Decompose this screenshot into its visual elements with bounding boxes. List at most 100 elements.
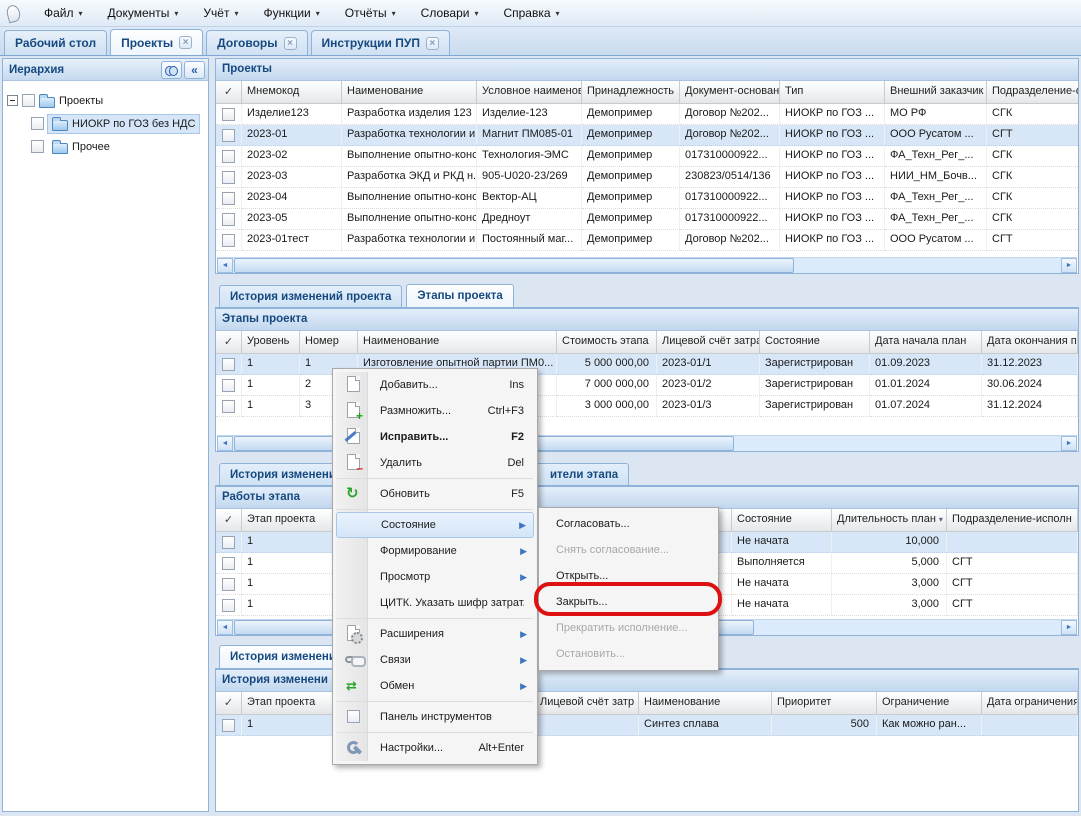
table-cell[interactable]: 1	[242, 354, 300, 375]
table-cell[interactable]: Изделие123	[242, 104, 342, 125]
table-cell[interactable]: СГТ	[947, 574, 1078, 595]
scroll-right-icon[interactable]: ►	[1061, 436, 1077, 451]
column-header[interactable]: ✓	[216, 81, 242, 103]
row-checkbox[interactable]	[222, 718, 235, 732]
table-cell[interactable]: 2023-01/2	[657, 375, 760, 396]
table-cell[interactable]: Разработка изделия 123	[342, 104, 477, 125]
scrollbar-thumb[interactable]	[234, 258, 794, 273]
table-cell[interactable]: 1	[242, 396, 300, 417]
column-header[interactable]: ✓	[216, 692, 242, 714]
table-cell[interactable]: Зарегистрирован	[760, 396, 870, 417]
table-cell[interactable]: НИОКР по ГОЗ ...	[780, 188, 885, 209]
menubar-item-dictionaries[interactable]: Словари ▾	[412, 3, 488, 23]
menu-item[interactable]: ↻ Обновить F5	[336, 481, 534, 507]
close-icon[interactable]: ×	[179, 36, 193, 49]
table-cell[interactable]: 3,000	[832, 595, 947, 616]
table-cell[interactable]: Не начата	[732, 532, 832, 553]
table-cell[interactable]: СГК	[987, 167, 1078, 188]
table-cell[interactable]: 2023-04	[242, 188, 342, 209]
row-checkbox[interactable]	[222, 535, 235, 549]
table-row[interactable]: 2023-04 Выполнение опытно-конс... Вектор-А…	[216, 188, 1078, 209]
scroll-right-icon[interactable]: ►	[1061, 620, 1077, 635]
table-cell[interactable]: Технология-ЭМС	[477, 146, 582, 167]
tab-pup-instructions[interactable]: Инструкции ПУП ×	[310, 30, 450, 55]
row-checkbox[interactable]	[222, 128, 235, 142]
horizontal-scrollbar[interactable]: ◄ ►	[217, 257, 1077, 273]
table-cell[interactable]: Разработка технологии и...	[342, 125, 477, 146]
column-header[interactable]: Уровень	[242, 331, 300, 353]
table-cell[interactable]: НИОКР по ГОЗ ...	[780, 230, 885, 251]
table-cell[interactable]: 2023-05	[242, 209, 342, 230]
table-cell[interactable]: 31.12.2023	[982, 354, 1078, 375]
table-cell[interactable]: Демопример	[582, 188, 680, 209]
row-checkbox[interactable]	[222, 212, 235, 226]
table-cell[interactable]	[535, 715, 639, 736]
column-header[interactable]: Состояние	[732, 509, 832, 531]
table-cell[interactable]: СГТ	[947, 595, 1078, 616]
table-cell[interactable]: Дредноут	[477, 209, 582, 230]
table-cell[interactable]: Не начата	[732, 595, 832, 616]
table-cell[interactable]: 2023-02	[242, 146, 342, 167]
column-header[interactable]	[342, 509, 732, 531]
column-header[interactable]: Состояние	[760, 331, 870, 353]
column-header[interactable]: Внешний заказчик	[885, 81, 987, 103]
menubar-item-help[interactable]: Справка ▾	[494, 3, 568, 23]
row-checkbox[interactable]	[222, 149, 235, 163]
table-cell[interactable]: НИОКР по ГОЗ ...	[780, 167, 885, 188]
table-cell[interactable]: 5 000 000,00	[557, 354, 657, 375]
table-cell[interactable]	[982, 715, 1078, 736]
table-cell[interactable]: 1	[242, 574, 342, 595]
column-header[interactable]: Длительность план ▾	[832, 509, 947, 531]
menu-item[interactable]: Настройки... Alt+Enter	[336, 735, 534, 761]
column-header[interactable]: Стоимость этапа	[557, 331, 657, 353]
row-checkbox[interactable]	[222, 357, 235, 371]
table-cell[interactable]: Демопример	[582, 209, 680, 230]
table-cell[interactable]: НИИ_НМ_Бочв...	[885, 167, 987, 188]
table-cell[interactable]: Зарегистрирован	[760, 354, 870, 375]
table-cell[interactable]: Вектор-АЦ	[477, 188, 582, 209]
table-cell[interactable]: Выполнение опытно-конс...	[342, 188, 477, 209]
row-checkbox[interactable]	[222, 170, 235, 184]
table-cell[interactable]: 10,000	[832, 532, 947, 553]
menubar-item-accounting[interactable]: Учёт ▾	[194, 3, 247, 23]
menubar-item-reports[interactable]: Отчёты ▾	[336, 3, 405, 23]
table-cell[interactable]: 01.01.2024	[870, 375, 982, 396]
row-checkbox[interactable]	[222, 556, 235, 570]
table-cell[interactable]: Выполняется	[732, 553, 832, 574]
menu-item[interactable]: ЦИТК. Указать шифр затрат...	[336, 590, 534, 616]
table-cell[interactable]: СГК	[987, 104, 1078, 125]
close-icon[interactable]: ×	[283, 36, 297, 50]
table-cell[interactable]: Не начата	[732, 574, 832, 595]
table-cell[interactable]: Выполнение опытно-конс...	[342, 209, 477, 230]
column-header[interactable]: Подразделение-от	[987, 81, 1078, 103]
menu-item[interactable]: ⇄ Обмен ▶	[336, 673, 534, 699]
tree-checkbox[interactable]	[22, 94, 35, 107]
table-cell[interactable]: 7 000 000,00	[557, 375, 657, 396]
table-cell[interactable]	[947, 532, 1078, 553]
table-cell[interactable]: 1	[242, 715, 342, 736]
table-row[interactable]: 2023-01тест Разработка технологии и... Пос…	[216, 230, 1078, 251]
table-cell[interactable]: 017310000922...	[680, 146, 780, 167]
table-cell[interactable]: 3,000	[832, 574, 947, 595]
table-cell[interactable]: ООО Русатом ...	[885, 125, 987, 146]
column-header[interactable]: Условное наименова	[477, 81, 582, 103]
table-row[interactable]: 2023-01 Разработка технологии и... Магнит …	[216, 125, 1078, 146]
tree-checkbox[interactable]	[31, 117, 44, 130]
table-cell[interactable]: 1	[242, 595, 342, 616]
tree-node-projects[interactable]: Проекты	[7, 89, 204, 112]
table-cell[interactable]: Магнит ПМ085-01	[477, 125, 582, 146]
table-cell[interactable]: 017310000922...	[680, 188, 780, 209]
table-cell[interactable]: НИОКР по ГОЗ ...	[780, 209, 885, 230]
table-cell[interactable]: 905-U020-23/269	[477, 167, 582, 188]
menu-item[interactable]: Добавить... Ins	[336, 372, 534, 398]
table-cell[interactable]: 1	[242, 553, 342, 574]
table-row[interactable]: 2023-03 Разработка ЭКД и РКД н... 905-U020…	[216, 167, 1078, 188]
table-cell[interactable]: Демопример	[582, 146, 680, 167]
table-cell[interactable]: 01.07.2024	[870, 396, 982, 417]
column-header[interactable]: Дата ограничения	[982, 692, 1078, 714]
table-cell[interactable]: 31.12.2024	[982, 396, 1078, 417]
table-cell[interactable]: Выполнение опытно-конс...	[342, 146, 477, 167]
column-header[interactable]: Этап проекта	[242, 692, 342, 714]
collapse-sidebar-button[interactable]: «	[184, 60, 205, 79]
table-cell[interactable]: Изделие-123	[477, 104, 582, 125]
